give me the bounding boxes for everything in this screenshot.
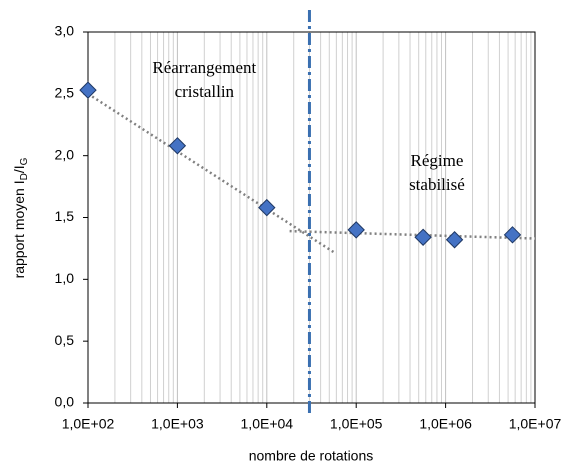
annotation: Réarrangement xyxy=(152,58,256,77)
data-point xyxy=(79,81,97,99)
y-title-part: rapport moyen I xyxy=(11,180,27,278)
data-point xyxy=(414,228,432,246)
y-title-sub: D xyxy=(19,173,30,180)
x-tick-label: 1,0E+02 xyxy=(62,416,115,432)
annotation: cristallin xyxy=(175,82,235,101)
annotation: stabilisé xyxy=(409,175,465,194)
data-point xyxy=(347,221,365,239)
trendline xyxy=(87,92,335,254)
y-tick-label: 2,0 xyxy=(55,146,75,162)
data-point xyxy=(445,231,464,249)
plot-frame xyxy=(87,31,536,404)
data-point xyxy=(168,137,187,155)
x-tick-label: 1,0E+07 xyxy=(509,416,562,432)
y-tick-label: 2,5 xyxy=(55,85,75,101)
y-tick-label: 3,0 xyxy=(55,23,75,39)
x-tick-label: 1,0E+06 xyxy=(419,416,472,432)
y-axis-title: rapport moyen ID/IG xyxy=(11,157,30,278)
y-title-part: /I xyxy=(11,165,27,173)
x-tick-label: 1,0E+04 xyxy=(241,416,294,432)
trendline xyxy=(289,229,536,240)
y-title-sub: G xyxy=(19,157,30,165)
y-tick-label: 1,5 xyxy=(55,208,75,224)
data-point xyxy=(258,198,276,217)
data-point xyxy=(503,226,522,244)
y-tick-label: 0,5 xyxy=(55,332,75,348)
x-axis-title: nombre de rotations xyxy=(249,448,374,464)
y-tick-label: 0,0 xyxy=(55,394,75,410)
x-tick-label: 1,0E+03 xyxy=(151,416,204,432)
x-tick-label: 1,0E+05 xyxy=(330,416,383,432)
y-tick-label: 1,0 xyxy=(55,270,75,286)
annotation: Régime xyxy=(410,151,463,170)
